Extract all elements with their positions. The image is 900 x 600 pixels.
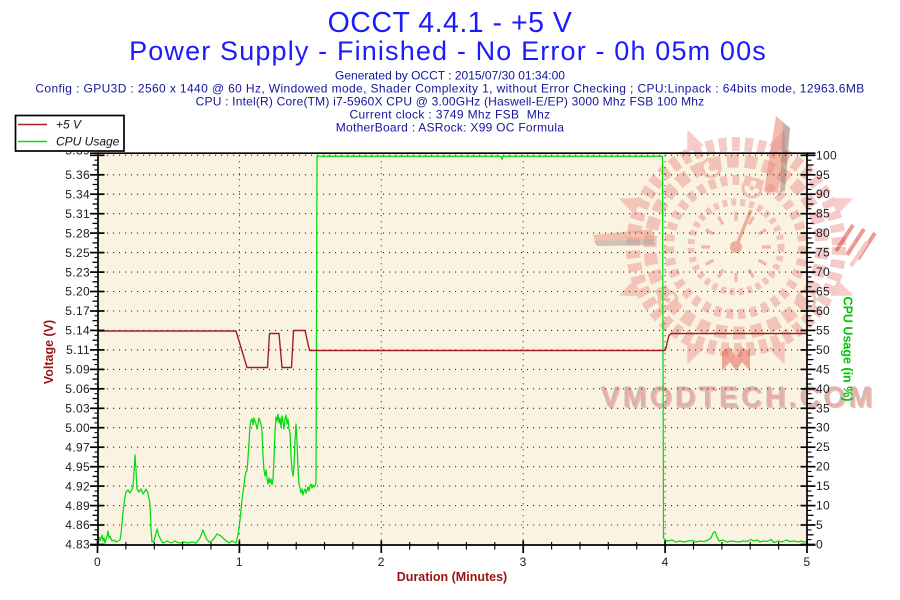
svg-text:Voltage (V): Voltage (V) (42, 320, 56, 384)
svg-text:+5 V: +5 V (56, 118, 82, 132)
svg-text:5.34: 5.34 (65, 187, 90, 201)
svg-text:4.97: 4.97 (65, 440, 90, 454)
svg-text:0: 0 (816, 538, 823, 552)
svg-text:15: 15 (816, 479, 830, 493)
svg-text:5: 5 (816, 518, 823, 532)
svg-text:CPU Usage: CPU Usage (56, 135, 120, 149)
svg-text:70: 70 (816, 265, 830, 279)
svg-text:5.25: 5.25 (65, 246, 90, 260)
svg-text:20: 20 (816, 460, 830, 474)
svg-text:OCCT 4.4.1 - +5 V: OCCT 4.4.1 - +5 V (328, 7, 573, 39)
svg-text:5.23: 5.23 (65, 265, 90, 279)
svg-text:Config : GPU3D : 2560 x 1440 @: Config : GPU3D : 2560 x 1440 @ 60 Hz, Wi… (35, 82, 864, 96)
svg-text:60: 60 (816, 304, 830, 318)
svg-text:5.03: 5.03 (65, 402, 90, 416)
svg-text:5.36: 5.36 (65, 168, 90, 182)
svg-text:VMODTECH.COM: VMODTECH.COM (602, 383, 877, 415)
svg-text:4.92: 4.92 (65, 479, 90, 493)
svg-text:100: 100 (816, 148, 837, 162)
svg-text:35: 35 (816, 401, 830, 415)
svg-text:5.11: 5.11 (66, 343, 90, 357)
svg-text:45: 45 (816, 362, 830, 376)
svg-text:40: 40 (816, 382, 830, 396)
svg-text:CPU Usage (in %): CPU Usage (in %) (841, 297, 855, 402)
svg-text:4.83: 4.83 (65, 538, 90, 552)
svg-text:0: 0 (94, 555, 101, 569)
svg-text:10: 10 (816, 499, 830, 513)
svg-text:5.17: 5.17 (65, 304, 90, 318)
svg-text:VMODTECH.COM: VMODTECH.COM (601, 382, 876, 414)
svg-text:30: 30 (816, 421, 830, 435)
svg-text:2: 2 (378, 555, 385, 569)
svg-text:5: 5 (803, 555, 810, 569)
svg-text:95: 95 (816, 168, 830, 182)
svg-text:4.95: 4.95 (65, 460, 90, 474)
svg-text:85: 85 (816, 207, 830, 221)
svg-text:CPU : Intel(R) Core(TM) i7-596: CPU : Intel(R) Core(TM) i7-5960X CPU @ 3… (196, 95, 705, 109)
svg-text:5.09: 5.09 (65, 363, 90, 377)
svg-text:80: 80 (816, 226, 830, 240)
svg-text:75: 75 (816, 246, 830, 260)
svg-text:5.00: 5.00 (65, 421, 90, 435)
svg-text:Generated by OCCT : 2015/07/30: Generated by OCCT : 2015/07/30 01:34:00 (335, 69, 565, 83)
svg-text:5.06: 5.06 (65, 382, 90, 396)
svg-text:3: 3 (520, 555, 527, 569)
svg-text:5.28: 5.28 (65, 226, 90, 240)
svg-text:5.14: 5.14 (65, 324, 90, 338)
svg-text:5.31: 5.31 (65, 207, 90, 221)
svg-text:4.89: 4.89 (65, 499, 90, 513)
svg-text:1: 1 (236, 555, 243, 569)
svg-text:25: 25 (816, 440, 830, 454)
svg-text:90: 90 (816, 187, 830, 201)
svg-text:65: 65 (816, 285, 830, 299)
svg-text:Power Supply - Finished - No E: Power Supply - Finished - No Error - 0h … (129, 36, 767, 66)
svg-text:4: 4 (662, 555, 669, 569)
svg-text:MotherBoard : ASRock: X99 OC F: MotherBoard : ASRock: X99 OC Formula (336, 121, 565, 135)
svg-text:4.86: 4.86 (65, 518, 90, 532)
svg-text:Duration (Minutes): Duration (Minutes) (397, 570, 507, 584)
svg-text:5.20: 5.20 (65, 285, 90, 299)
svg-text:55: 55 (816, 323, 830, 337)
svg-text:50: 50 (816, 343, 830, 357)
svg-text:Current clock : 3749 Mhz FSB: Current clock : 3749 Mhz FSB Mhz (350, 108, 551, 122)
